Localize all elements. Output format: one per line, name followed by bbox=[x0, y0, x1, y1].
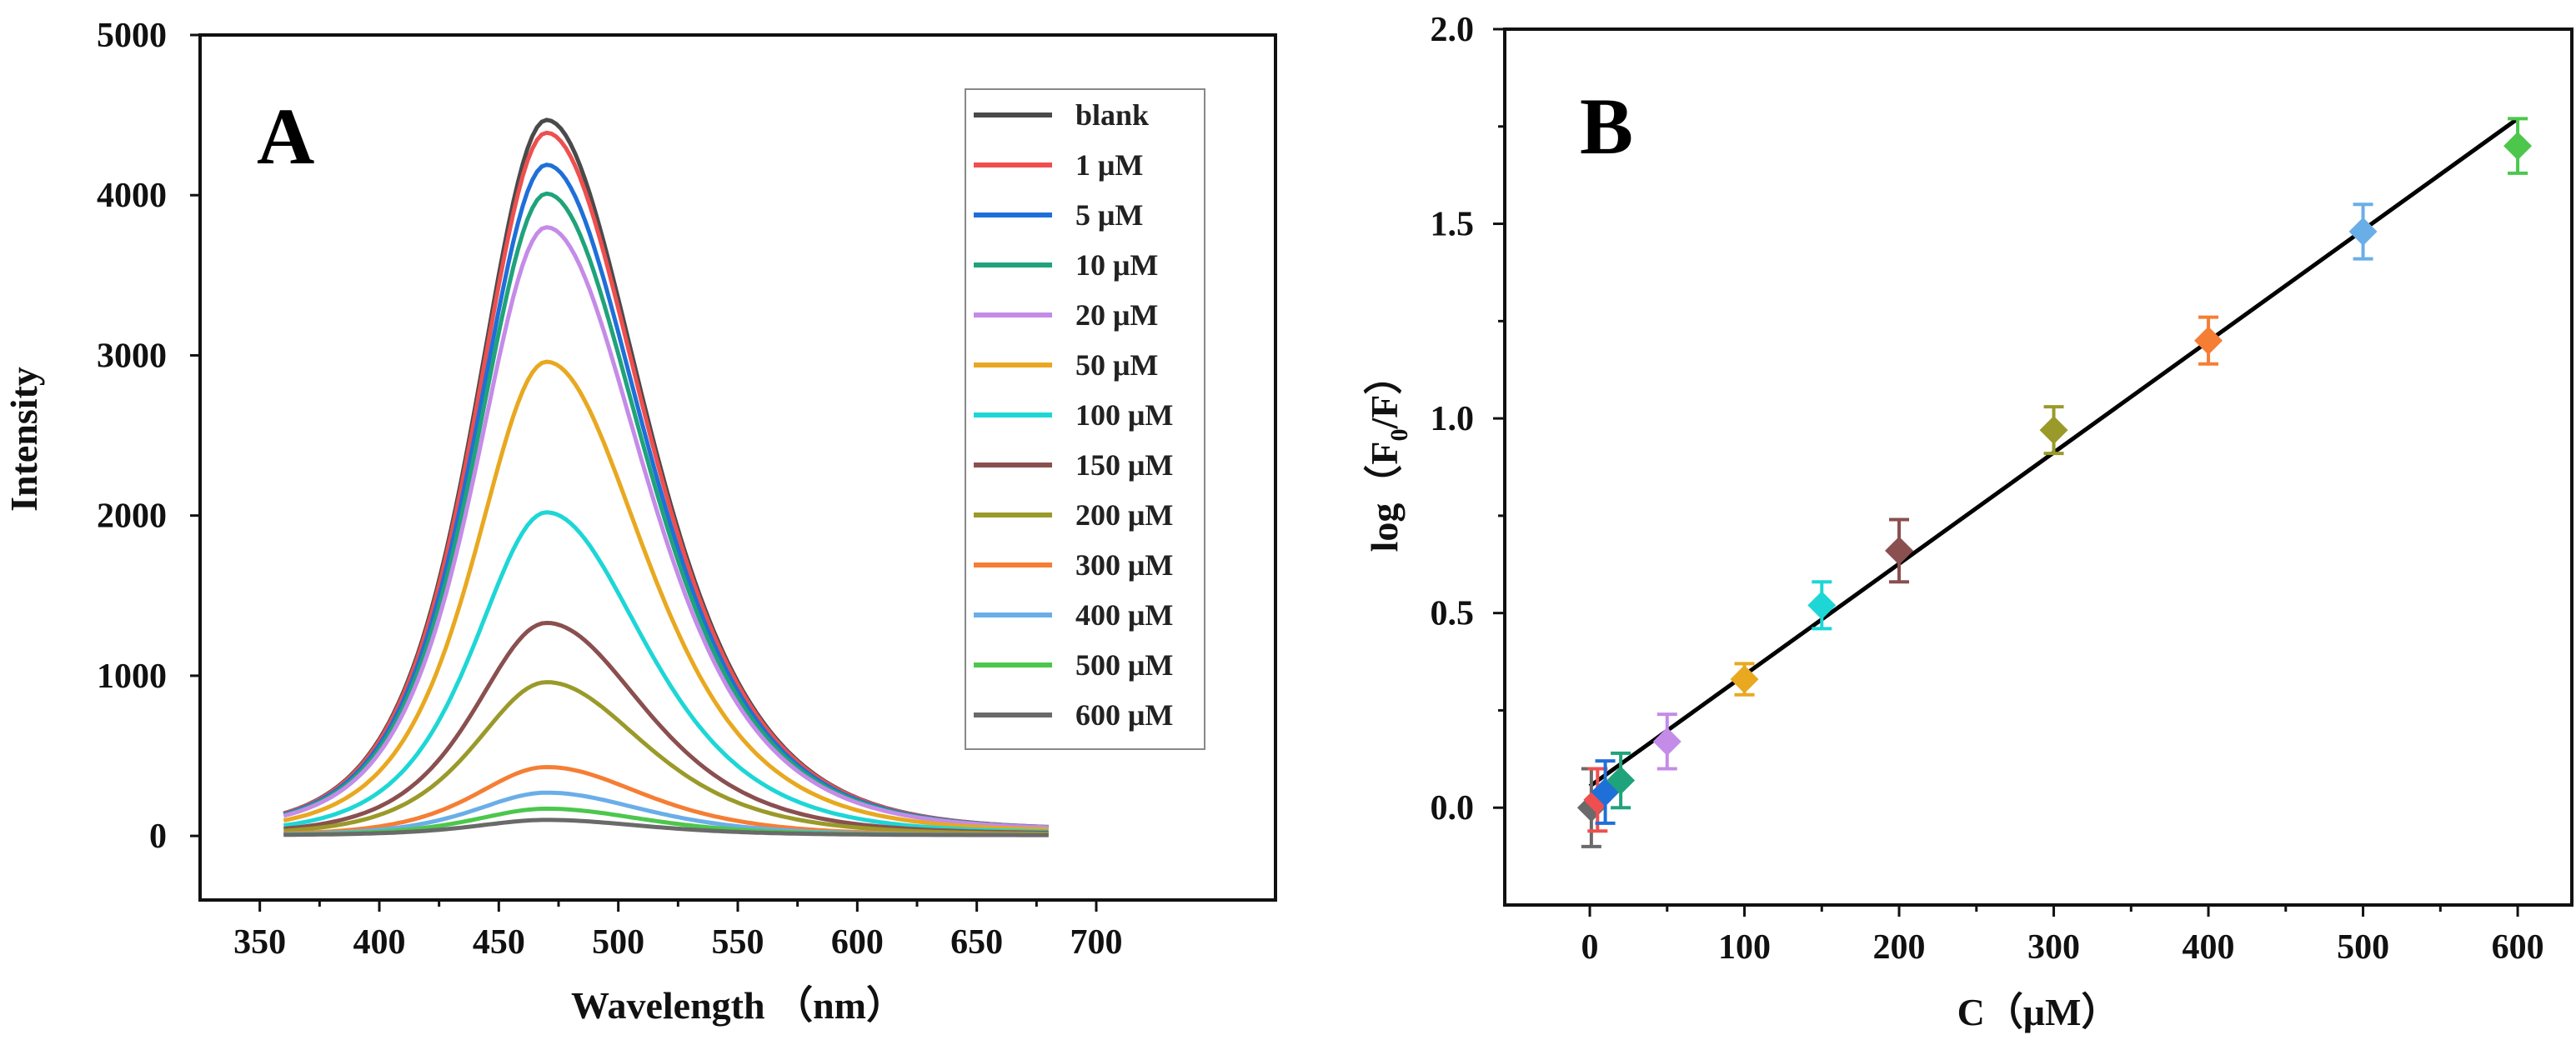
panel-b-x-tick-label: 300 bbox=[2027, 928, 2080, 967]
panel-b-y-tick-label: 0.5 bbox=[1431, 595, 1475, 633]
legend-label-500-μM: 500 μM bbox=[1075, 648, 1173, 682]
legend-frame bbox=[965, 88, 1205, 750]
panel-b-y-tick-label: 0.0 bbox=[1431, 789, 1475, 828]
data-point-group bbox=[2194, 315, 2223, 366]
data-point-marker bbox=[1885, 536, 1914, 565]
panel-b-x-tick-label: 400 bbox=[2183, 928, 2235, 967]
panel-a-label: A bbox=[257, 92, 314, 181]
panel-b-y-axis-title: log（F0/F） bbox=[1363, 357, 1413, 552]
data-point-group bbox=[2039, 405, 2068, 456]
data-point-marker bbox=[2194, 326, 2223, 355]
legend-label-100-μM: 100 μM bbox=[1075, 398, 1173, 432]
panel-a-y-tick-label: 3000 bbox=[97, 337, 167, 375]
panel-b-x-tick-label: 0 bbox=[1581, 928, 1599, 967]
data-point-group bbox=[2348, 202, 2378, 261]
y-axis-title-main: log（F bbox=[1363, 442, 1406, 552]
panel-a-x-axis-title: Wavelength （nm） bbox=[571, 984, 905, 1027]
panel-a-x-tick-label: 650 bbox=[950, 923, 1003, 962]
panel-b-x-axis-title: C（μM） bbox=[1957, 991, 2120, 1033]
panel-a-y-tick-label: 5000 bbox=[97, 17, 167, 55]
legend-label-300-μM: 300 μM bbox=[1075, 548, 1173, 582]
data-point-group bbox=[1730, 662, 1759, 697]
panel-a-x-tick-label: 400 bbox=[353, 923, 406, 962]
legend-items: blank 1 μM 5 μM 10 μM 20 μM 50 μM 100 μM 150 μM… bbox=[974, 98, 1173, 732]
panel-b-x-tick-label: 100 bbox=[1718, 928, 1771, 967]
legend-label-600-μM: 600 μM bbox=[1075, 698, 1173, 732]
panel-a-y-tick-label: 4000 bbox=[97, 177, 167, 215]
panel-a-x-tick-label: 450 bbox=[473, 923, 525, 962]
curve-200-μM bbox=[283, 680, 1049, 836]
data-point-group bbox=[1807, 580, 1837, 631]
data-point-marker bbox=[2503, 132, 2533, 161]
data-point-group bbox=[1606, 751, 1636, 810]
panel-a-x-tick-label: 350 bbox=[233, 923, 286, 962]
panel-b-plot-frame bbox=[1503, 28, 2573, 907]
panel-a: A 350 400 450 500 550 600 650 700 0 1000 2000 3000 4… bbox=[3, 17, 1277, 1027]
legend-label-50-μM: 50 μM bbox=[1075, 348, 1158, 382]
panel-a-y-axis-title: Intensity bbox=[3, 367, 45, 512]
data-point-marker bbox=[1606, 766, 1636, 795]
panel-b-x-tick-label: 200 bbox=[1873, 928, 1926, 967]
legend-label-20-μM: 20 μM bbox=[1075, 298, 1158, 332]
panel-b-ticks: 0 100 200 300 400 500 600 0.0 0.5 1.0 1.5 2.0 bbox=[1431, 11, 2544, 967]
data-point-marker bbox=[1730, 665, 1759, 694]
panel-a-x-tick-label: 700 bbox=[1070, 923, 1123, 962]
panel-b-label: B bbox=[1580, 82, 1633, 171]
curve-50-μM bbox=[283, 359, 1049, 832]
legend-label-blank: blank bbox=[1075, 98, 1149, 132]
panel-a-y-tick-label: 1000 bbox=[97, 658, 167, 696]
legend-label-1-μM: 1 μM bbox=[1075, 148, 1143, 182]
panel-a-x-tick-label: 500 bbox=[592, 923, 644, 962]
panel-b-x-tick-label: 600 bbox=[2492, 928, 2544, 967]
data-point-marker bbox=[1807, 591, 1837, 620]
curve-20-μM bbox=[283, 225, 1049, 830]
data-point-group bbox=[1652, 712, 1681, 771]
data-point-group bbox=[2503, 117, 2533, 175]
panel-b-y-tick-label: 1.0 bbox=[1431, 400, 1475, 438]
panel-b-points bbox=[1576, 117, 2533, 848]
curve-600-μM bbox=[283, 818, 1049, 838]
legend-label-150-μM: 150 μM bbox=[1075, 448, 1173, 482]
legend-label-400-μM: 400 μM bbox=[1075, 598, 1173, 632]
panel-b-x-tick-label: 500 bbox=[2337, 928, 2389, 967]
panel-b-y-tick-label: 1.5 bbox=[1431, 206, 1475, 244]
y-axis-title-tail: /F） bbox=[1363, 357, 1406, 430]
panel-b: B 0 100 200 300 400 500 600 0.0 0.5 1.0 1.5 2.0 C（μ… bbox=[1363, 11, 2573, 1033]
data-point-marker bbox=[2348, 217, 2378, 246]
y-axis-title-subscript: 0 bbox=[1386, 429, 1413, 442]
panel-a-ticks: 350 400 450 500 550 600 650 700 0 1000 2000 3000 400… bbox=[97, 17, 1123, 962]
panel-a-x-tick-label: 550 bbox=[712, 923, 764, 962]
data-point-marker bbox=[1652, 727, 1681, 756]
legend-label-10-μM: 10 μM bbox=[1075, 248, 1158, 282]
data-point-group bbox=[1885, 518, 1914, 584]
curve-100-μM bbox=[283, 510, 1049, 834]
panel-a-y-tick-label: 0 bbox=[149, 818, 167, 856]
legend-label-200-μM: 200 μM bbox=[1075, 498, 1173, 532]
panel-a-curves bbox=[283, 118, 1049, 838]
panel-b-y-tick-label: 2.0 bbox=[1431, 11, 1475, 49]
legend-label-5-μM: 5 μM bbox=[1075, 198, 1143, 232]
panel-a-legend: blank 1 μM 5 μM 10 μM 20 μM 50 μM 100 μM 150 μM… bbox=[965, 88, 1205, 750]
panel-a-x-tick-label: 600 bbox=[831, 923, 884, 962]
data-point-marker bbox=[2039, 416, 2068, 445]
panel-a-y-tick-label: 2000 bbox=[97, 498, 167, 536]
